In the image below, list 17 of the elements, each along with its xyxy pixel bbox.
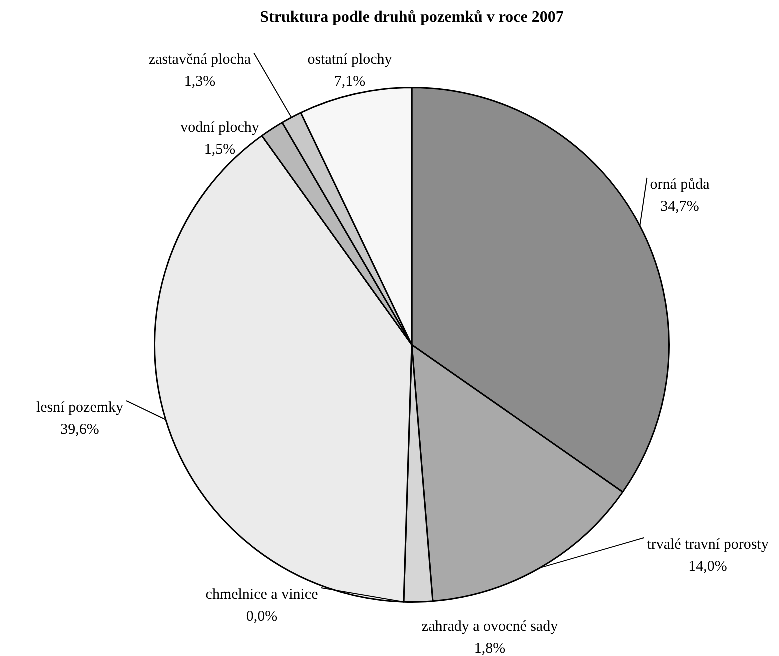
slice-label: trvalé travní porosty: [647, 536, 770, 553]
data-label: 1,5%: [204, 142, 236, 158]
slice-label: ostatní plochy: [308, 52, 393, 68]
data-label: 14,0%: [688, 558, 728, 575]
data-label: 1,3%: [184, 74, 216, 90]
data-label: 34,7%: [660, 198, 700, 215]
data-label: 1,8%: [474, 640, 506, 656]
slice-label: vodní plochy: [180, 120, 260, 136]
chart-title: Struktura podle druhů pozemků v roce 2007: [260, 9, 564, 26]
data-label: 39,6%: [60, 422, 100, 438]
text: 0,0%: [246, 608, 278, 625]
slice-label: orná půda: [650, 176, 710, 193]
data-label: 7,1%: [334, 74, 366, 90]
category-label: chmelnice a vinice: [206, 586, 318, 603]
slice-label: zastavěná plocha: [148, 52, 252, 68]
slice-label: lesní pozemky: [36, 400, 124, 416]
slice-label: zahrady a ovocné sady: [422, 618, 559, 635]
